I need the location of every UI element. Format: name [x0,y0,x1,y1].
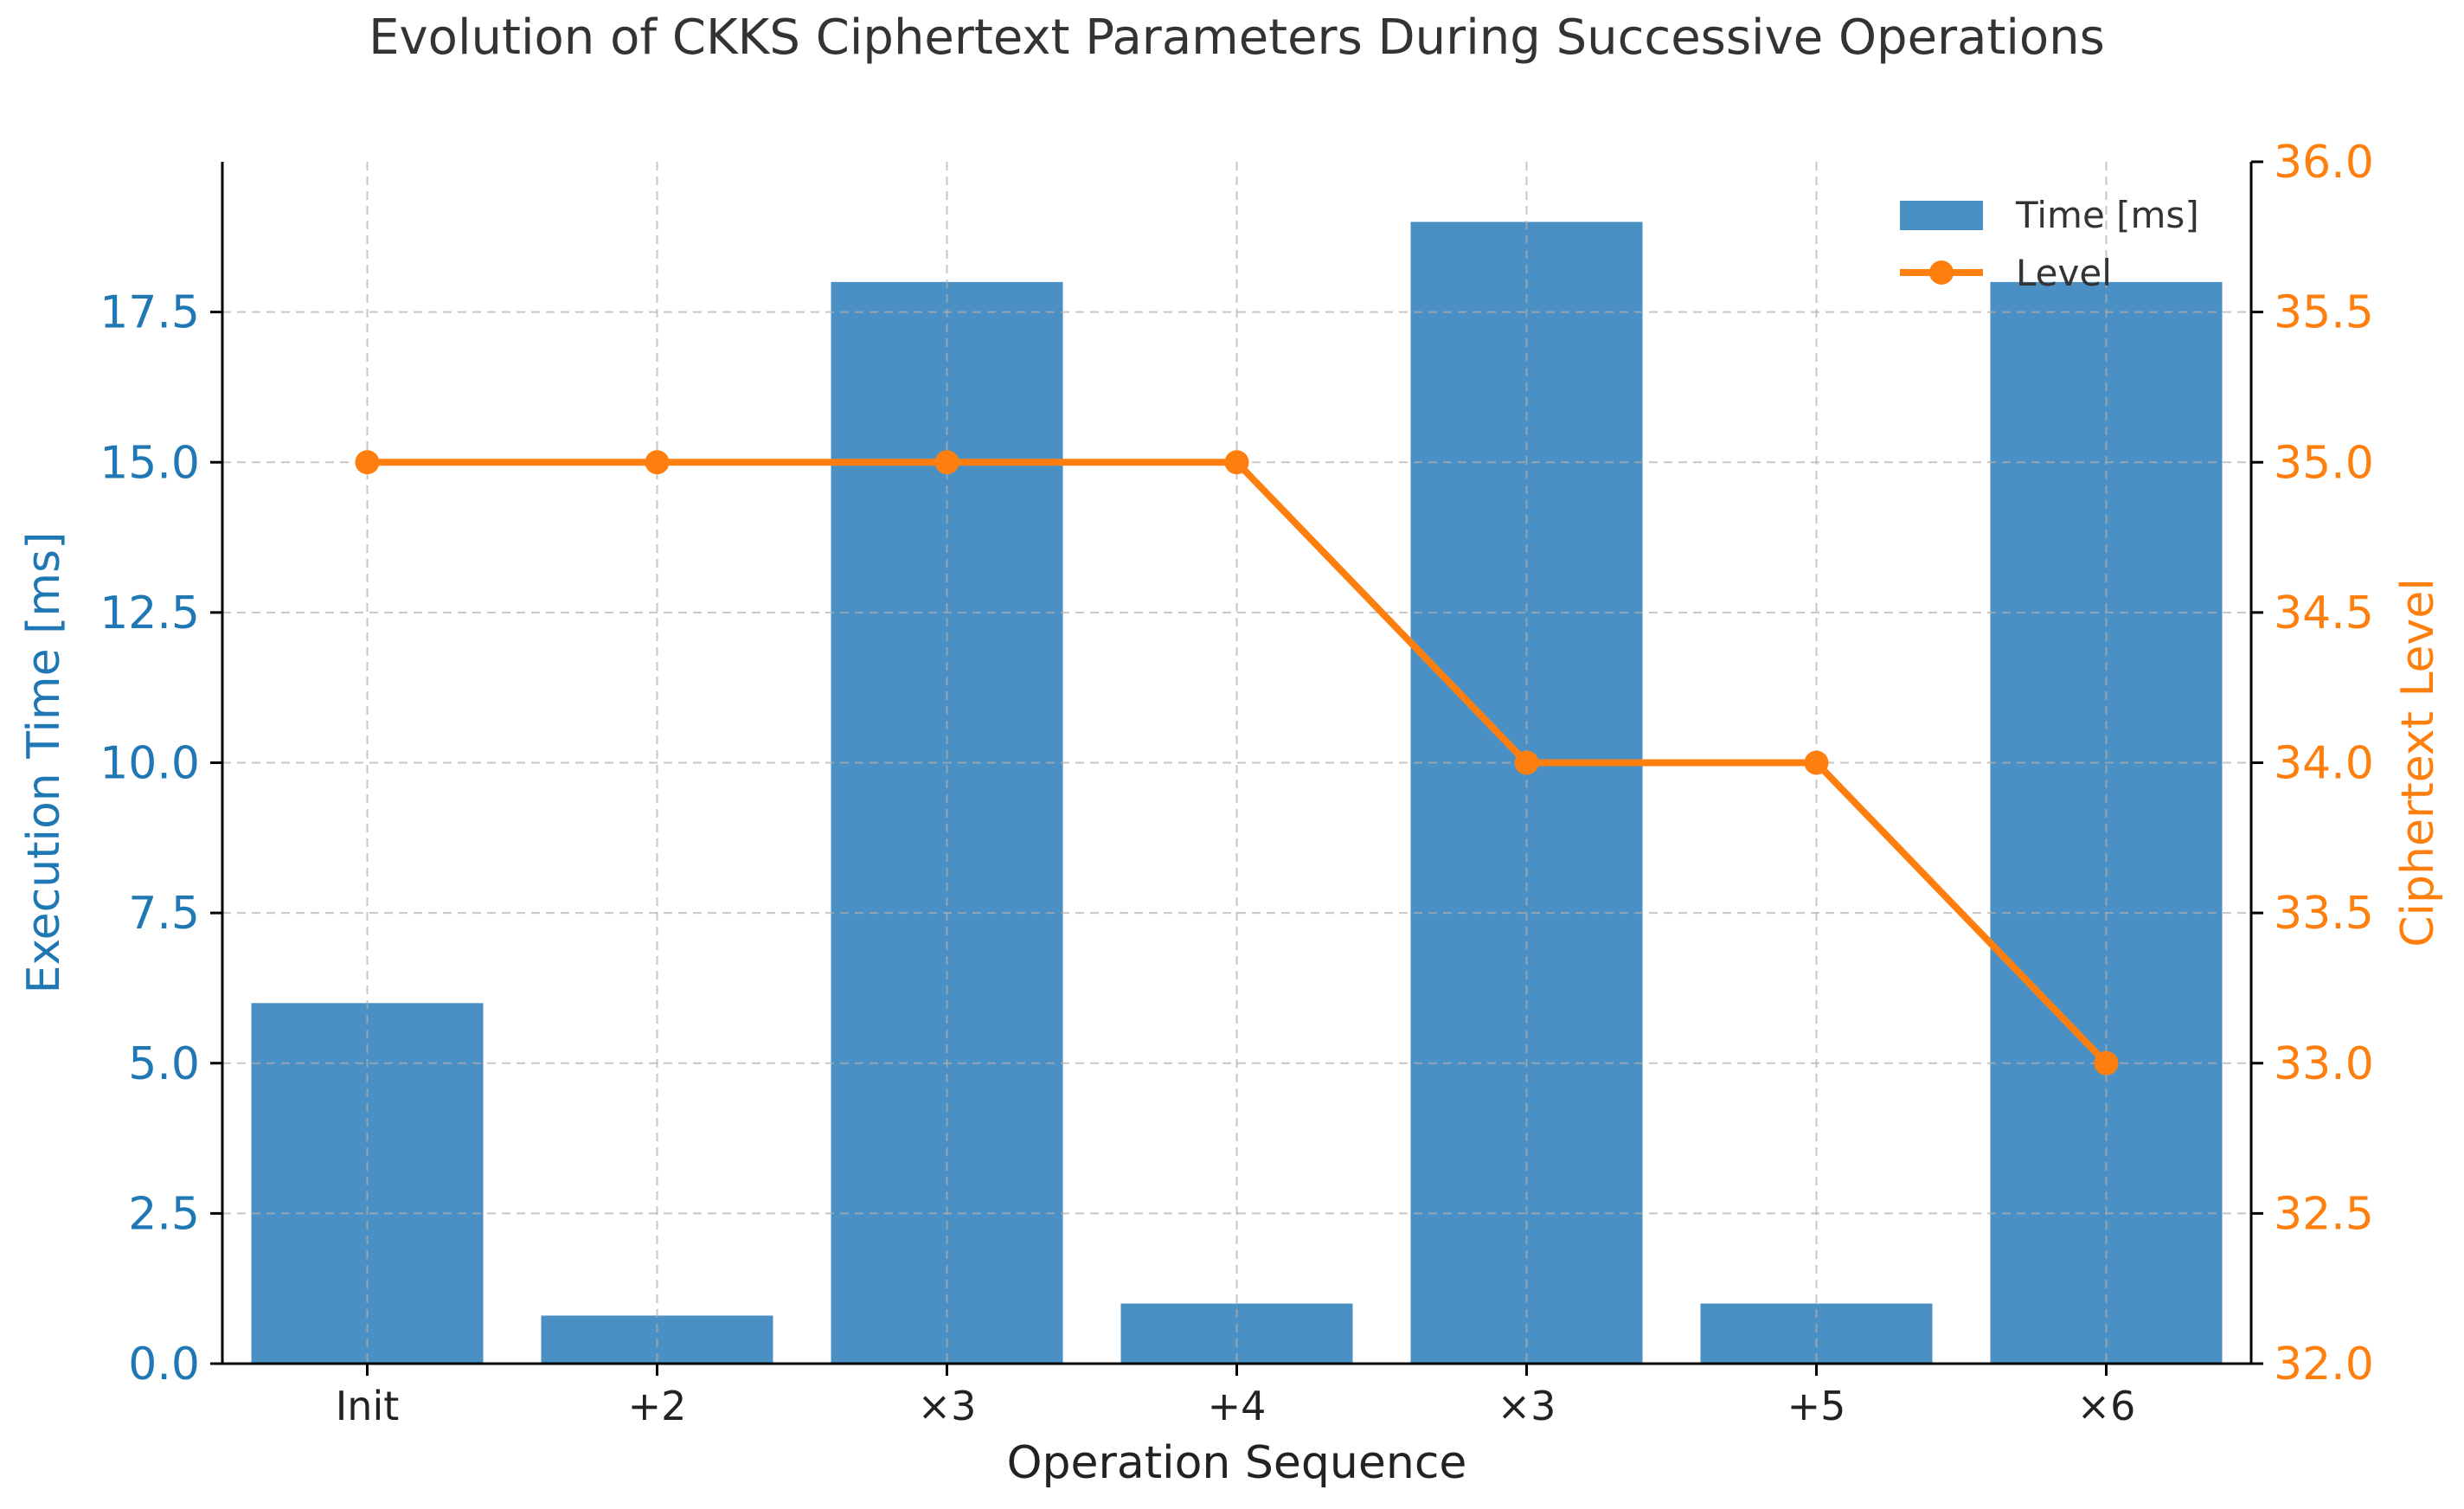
x-axis-label: Operation Sequence [1007,1437,1467,1489]
level-point [355,450,380,475]
y-tick-label: 7.5 [128,888,200,940]
legend-swatch-bar [1900,201,1983,230]
y-tick-label: 17.5 [99,287,200,339]
y-tick-label: 10.0 [99,738,200,790]
y2-tick-label: 35.5 [2274,287,2374,339]
y2-tick-label: 36.0 [2274,137,2374,189]
x-tick-label: ×6 [2077,1383,2136,1429]
level-point [645,450,670,475]
y2-tick-label: 32.0 [2274,1339,2374,1390]
y2-tick-label: 34.5 [2274,588,2374,639]
y2-axis-label: Ciphertext Level [2392,578,2444,947]
y-tick-label: 5.0 [128,1038,200,1090]
x-tick-label: ×3 [918,1383,977,1429]
x-tick-label: +4 [1208,1383,1267,1429]
y-tick-label: 0.0 [128,1339,200,1390]
y2-tick-label: 33.5 [2274,888,2374,940]
y-tick-label: 15.0 [99,437,200,489]
level-point [2094,1050,2119,1076]
level-point [934,450,959,475]
level-point [1514,750,1539,775]
legend-label-line: Level [2016,252,2112,294]
y2-tick-label: 32.5 [2274,1188,2374,1240]
y2-tick-label: 34.0 [2274,738,2374,790]
y-tick-label: 12.5 [99,588,200,639]
y-tick-label: 2.5 [128,1188,200,1240]
level-point [1804,750,1829,775]
x-tick-label: +5 [1787,1383,1846,1429]
chart-title: Evolution of CKKS Ciphertext Parameters … [369,10,2105,66]
y2-tick-label: 33.0 [2274,1038,2374,1090]
level-point [1224,450,1249,475]
x-tick-label: +2 [628,1383,687,1429]
legend-swatch-marker [1929,260,1954,285]
y-axis-label: Execution Time [ms] [18,532,70,994]
y2-tick-label: 35.0 [2274,437,2374,489]
legend-label-bar: Time [ms] [2015,194,2199,236]
x-tick-label: Init [336,1383,400,1429]
x-tick-label: ×3 [1498,1383,1556,1429]
